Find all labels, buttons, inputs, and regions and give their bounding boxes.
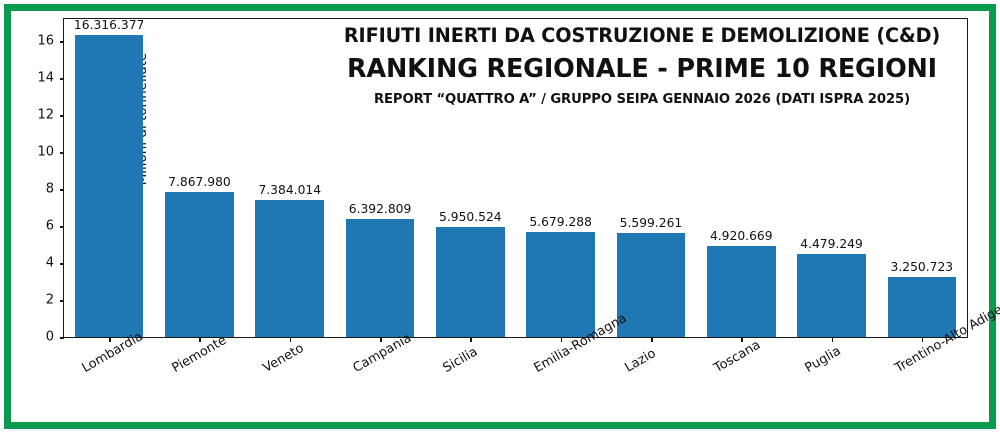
- y-tick-mark: [59, 263, 64, 265]
- chart-supertitle: RIFIUTI INERTI DA COSTRUZIONE E DEMOLIZI…: [343, 24, 941, 47]
- x-tick-mark: [650, 337, 653, 342]
- bar[interactable]: [887, 276, 957, 337]
- x-tick-mark: [921, 337, 924, 342]
- x-tick-label: Sicilia: [440, 344, 481, 376]
- y-tick-mark: [59, 226, 64, 228]
- y-tick-label: 2: [45, 292, 54, 308]
- bar-value-label: 5.679.288: [529, 214, 592, 229]
- x-tick-label: Trentino-Alto Adige: [892, 302, 1000, 376]
- chart-title: RANKING REGIONALE - PRIME 10 REGIONI: [347, 54, 937, 84]
- bar[interactable]: [526, 232, 595, 337]
- x-tick-mark: [831, 337, 834, 342]
- x-tick-mark: [470, 337, 472, 342]
- y-tick-mark: [59, 115, 64, 117]
- bar-value-label: 4.479.249: [800, 237, 863, 252]
- bar-value-label: 4.920.669: [709, 229, 773, 244]
- bar[interactable]: [74, 35, 144, 337]
- bar[interactable]: [797, 254, 866, 337]
- y-tick-label: 6: [45, 218, 54, 234]
- x-tick-label: Piemonte: [169, 332, 230, 376]
- x-tick-mark: [109, 337, 111, 342]
- chart-title-block: RIFIUTI INERTI DA COSTRUZIONE E DEMOLIZI…: [312, 24, 972, 107]
- bar[interactable]: [345, 218, 415, 337]
- y-tick-label: 10: [37, 144, 54, 160]
- bar-value-label: 7.867.980: [168, 174, 231, 189]
- x-tick-label: Toscana: [711, 337, 764, 376]
- bar-value-label: 6.392.809: [348, 201, 412, 216]
- y-tick-label: 12: [37, 107, 54, 123]
- bar-value-label: 5.950.524: [439, 209, 502, 224]
- x-tick-mark: [199, 337, 202, 342]
- bar[interactable]: [616, 233, 686, 337]
- bar-value-label: 16.316.377: [73, 18, 145, 33]
- x-tick-label: Campania: [350, 330, 415, 376]
- y-tick-mark: [59, 152, 64, 154]
- x-tick-label: Emilia-Romagna: [531, 310, 629, 376]
- y-tick-label: 16: [37, 33, 54, 49]
- y-tick-mark: [59, 78, 64, 80]
- x-tick-mark: [380, 337, 382, 342]
- y-tick-label: 4: [45, 255, 54, 271]
- y-tick-mark: [59, 337, 64, 339]
- bar[interactable]: [165, 191, 234, 337]
- y-tick-mark: [59, 300, 64, 302]
- y-tick-label: 0: [45, 329, 54, 345]
- y-tick-mark: [59, 41, 64, 43]
- x-tick-mark: [741, 337, 743, 342]
- bar-value-label: 3.250.723: [890, 259, 954, 274]
- x-tick-label: Puglia: [802, 343, 844, 376]
- x-tick-mark: [560, 337, 563, 342]
- bar[interactable]: [706, 246, 776, 337]
- bar[interactable]: [255, 200, 325, 337]
- bar[interactable]: [436, 227, 505, 337]
- y-tick-label: 14: [37, 70, 54, 86]
- bar-value-label: 5.599.261: [619, 216, 683, 231]
- bar-value-label: 7.384.014: [258, 183, 322, 198]
- x-tick-label: Veneto: [260, 340, 307, 376]
- x-tick-mark: [289, 337, 292, 342]
- x-tick-label: Lazio: [622, 346, 659, 376]
- y-tick-mark: [59, 189, 64, 191]
- x-tick-label: Lombardia: [79, 329, 146, 376]
- chart-subtitle: REPORT “QUATTRO A” / GRUPPO SEIPA GENNAI…: [373, 92, 911, 107]
- y-tick-label: 8: [45, 181, 54, 197]
